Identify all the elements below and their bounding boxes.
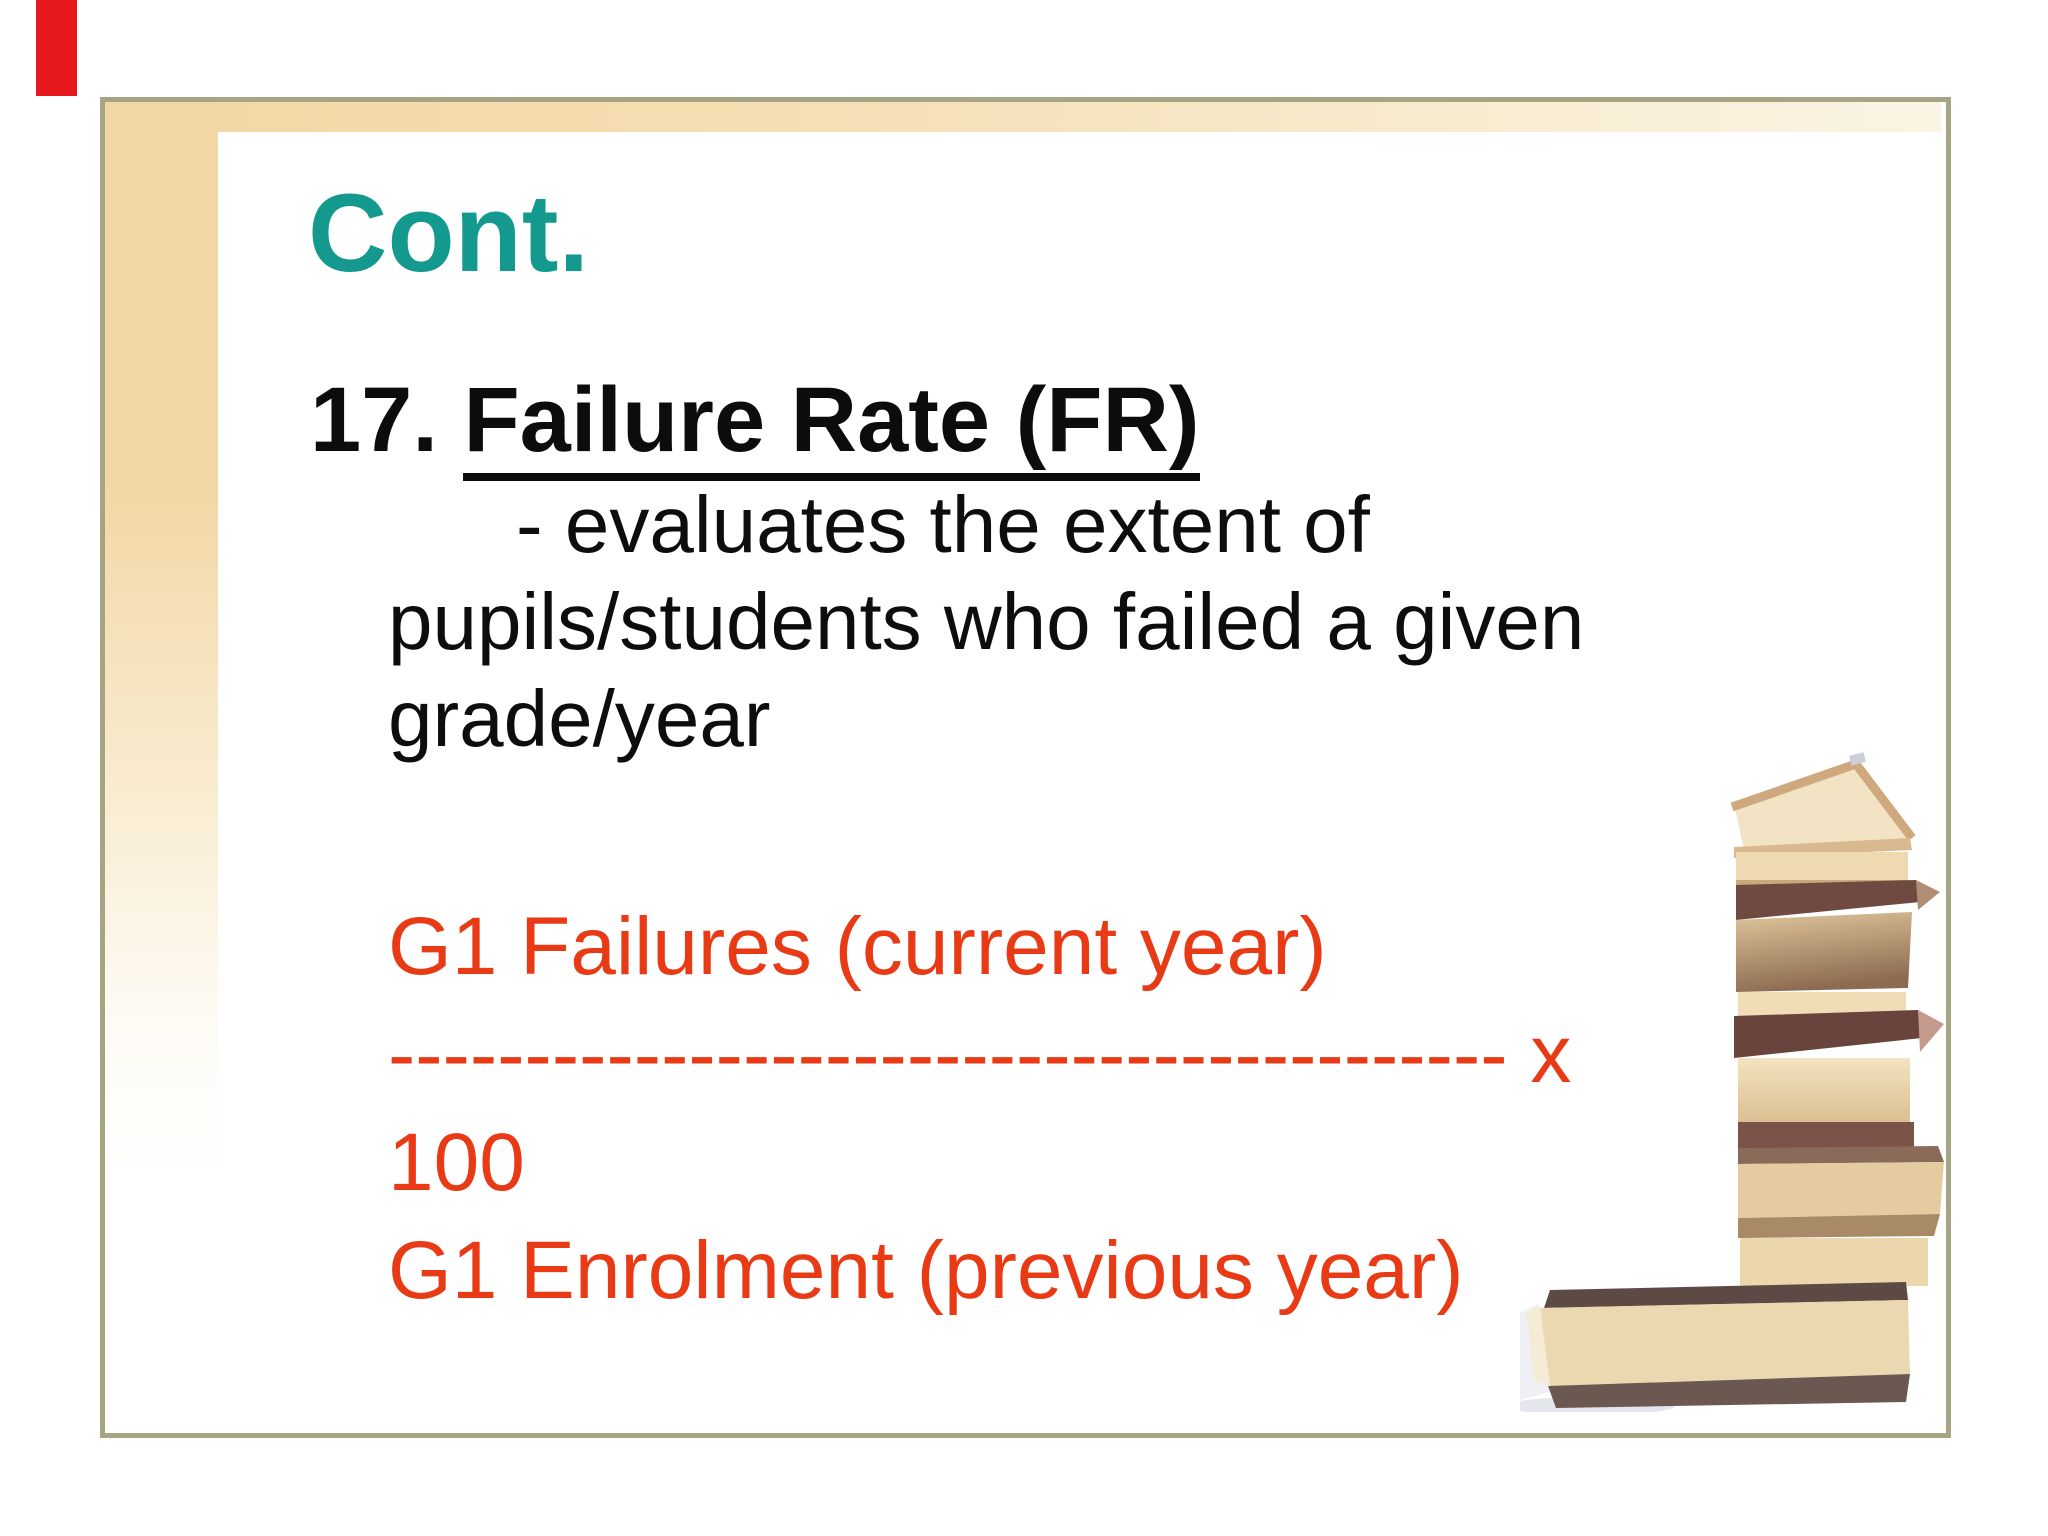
body-line: - evaluates the extent of [516, 480, 1370, 569]
formula-line-denominator: G1 Enrolment (previous year) [388, 1225, 1464, 1316]
heading-underlined-text: Failure Rate (FR) [463, 369, 1200, 481]
heading: 17. Failure Rate (FR) [310, 366, 1200, 481]
body-line: pupils/students who failed a given [388, 577, 1585, 666]
left-gradient-band [105, 102, 218, 1282]
formula-line-divider: ----------------------------------------… [388, 1009, 1572, 1100]
formula-text: G1 Failures (current year) -------------… [388, 893, 1571, 1325]
formula-line-multiplier: 100 [388, 1117, 525, 1208]
formula-line-numerator: G1 Failures (current year) [388, 901, 1327, 992]
open-book-top [1730, 752, 1916, 858]
red-marker [36, 0, 77, 96]
bottom-book [1526, 1282, 1910, 1408]
top-gradient-band [105, 102, 1941, 132]
heading-number: 17. [310, 369, 464, 471]
body-text: - evaluates the extent of pupils/student… [388, 476, 1584, 767]
book-stack [1734, 852, 1944, 1286]
slide-title: Cont. [308, 172, 590, 295]
books-stack-image [1520, 752, 1944, 1412]
slide-frame [100, 97, 1951, 1438]
body-line: grade/year [388, 674, 771, 763]
